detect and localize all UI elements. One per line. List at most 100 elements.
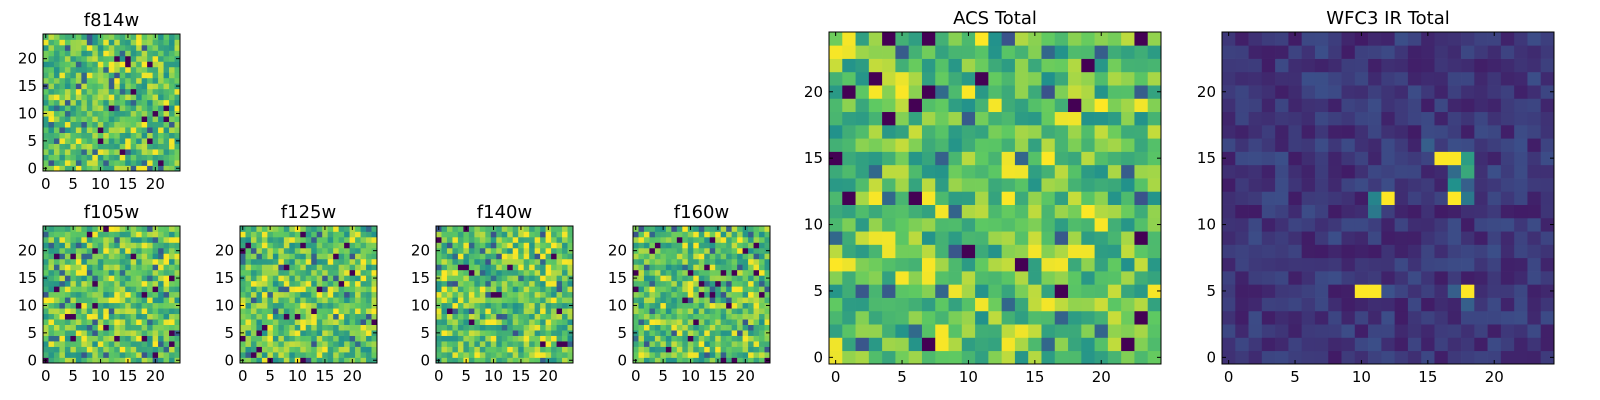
pixel-cell: [245, 319, 252, 325]
pixel-cell: [665, 291, 672, 298]
pixel-cell: [338, 275, 345, 282]
pixel-cell: [715, 346, 722, 353]
pixel-cell: [43, 253, 49, 260]
pixel-cell: [53, 297, 60, 304]
pixel-cell: [97, 242, 104, 249]
pixel-cell: [1121, 337, 1135, 352]
pixel-cell: [731, 231, 738, 238]
pixel-cell: [935, 85, 949, 99]
pixel-cell: [53, 269, 60, 276]
pixel-cell: [103, 61, 110, 68]
pixel-cell: [638, 330, 645, 336]
pixel-cell: [523, 341, 530, 347]
pixel-cell: [316, 357, 323, 364]
pixel-cell: [1288, 217, 1303, 232]
pixel-cell: [1288, 58, 1303, 73]
pixel-cell: [1368, 111, 1382, 126]
pixel-cell: [961, 231, 976, 245]
pixel-cell: [1094, 350, 1109, 365]
pixel-cell: [97, 83, 104, 90]
pixel-cell: [278, 335, 285, 342]
pixel-cell: [1394, 85, 1409, 99]
pixel-cell: [1341, 124, 1356, 139]
pixel-cell: [1500, 164, 1515, 179]
pixel-cell: [64, 226, 71, 232]
pixel-cell: [1354, 310, 1369, 325]
pixel-cell: [1014, 244, 1029, 259]
pixel-cell: [1354, 191, 1369, 205]
pixel-cell: [556, 269, 563, 276]
pixel-cell: [551, 253, 557, 260]
pixel-cell: [371, 297, 378, 304]
pixel-cell: [961, 98, 976, 113]
y-tick-label: 10: [18, 104, 37, 122]
pixel-cell: [169, 242, 175, 249]
pixel-cell: [829, 111, 843, 126]
pixel-cell: [261, 280, 268, 287]
pixel-cell: [1341, 32, 1356, 46]
pixel-cell: [1394, 32, 1409, 46]
pixel-cell: [43, 341, 49, 347]
pixel-cell: [97, 66, 104, 73]
pixel-cell: [294, 346, 301, 353]
pixel-cell: [687, 346, 694, 353]
pixel-cell: [240, 341, 246, 347]
pixel-cell: [1275, 124, 1289, 139]
pixel-cell: [1394, 191, 1409, 205]
pixel-cell: [152, 319, 159, 325]
pixel-cell: [1107, 284, 1122, 298]
pixel-cell: [1500, 257, 1515, 272]
pixel-cell: [556, 352, 563, 358]
pixel-cell: [501, 286, 508, 293]
pixel-cell: [59, 138, 66, 144]
pixel-cell: [1368, 98, 1382, 113]
pixel-cell: [687, 341, 694, 347]
pixel-cell: [349, 297, 356, 304]
pixel-cell: [366, 242, 372, 249]
pixel-cell: [81, 352, 88, 358]
pixel-cell: [726, 324, 732, 331]
pixel-cell: [512, 258, 519, 265]
pixel-cell: [842, 45, 856, 59]
y-tick-label: 0: [420, 351, 430, 369]
pixel-cell: [267, 308, 274, 315]
pixel-cell: [136, 335, 142, 342]
pixel-cell: [1288, 297, 1303, 312]
pixel-cell: [1381, 71, 1395, 86]
pixel-cell: [1301, 151, 1316, 166]
pixel-cell: [125, 253, 132, 260]
pixel-cell: [562, 308, 568, 315]
pixel-cell: [687, 275, 694, 282]
pixel-cell: [540, 346, 546, 353]
x-tick-label: 20: [1485, 368, 1504, 386]
pixel-cell: [638, 352, 645, 358]
pixel-cell: [921, 71, 936, 86]
y-tick-label: 5: [617, 324, 627, 342]
pixel-cell: [1540, 32, 1555, 46]
pixel-cell: [720, 330, 727, 336]
pixel-cell: [92, 308, 99, 315]
pixel-cell: [1248, 350, 1263, 365]
pixel-cell: [256, 352, 263, 358]
pixel-cell: [1381, 204, 1395, 219]
pixel-cell: [1222, 217, 1236, 232]
pixel-cell: [1068, 324, 1082, 338]
pixel-cell: [1107, 71, 1122, 86]
pixel-cell: [518, 242, 525, 249]
pixel-cell: [501, 275, 508, 282]
pixel-cell: [895, 297, 910, 312]
pixel-cell: [108, 110, 115, 117]
pixel-cell: [1288, 85, 1303, 99]
pixel-cell: [1368, 204, 1382, 219]
pixel-cell: [649, 302, 656, 309]
pixel-cell: [1394, 111, 1409, 126]
pixel-cell: [366, 357, 372, 364]
pixel-cell: [633, 242, 639, 249]
pixel-cell: [868, 151, 883, 166]
pixel-cell: [272, 319, 279, 325]
pixel-cell: [687, 330, 694, 336]
pixel-cell: [759, 319, 765, 325]
pixel-cell: [278, 324, 285, 331]
pixel-cell: [1527, 45, 1542, 59]
pixel-cell: [1235, 191, 1249, 205]
